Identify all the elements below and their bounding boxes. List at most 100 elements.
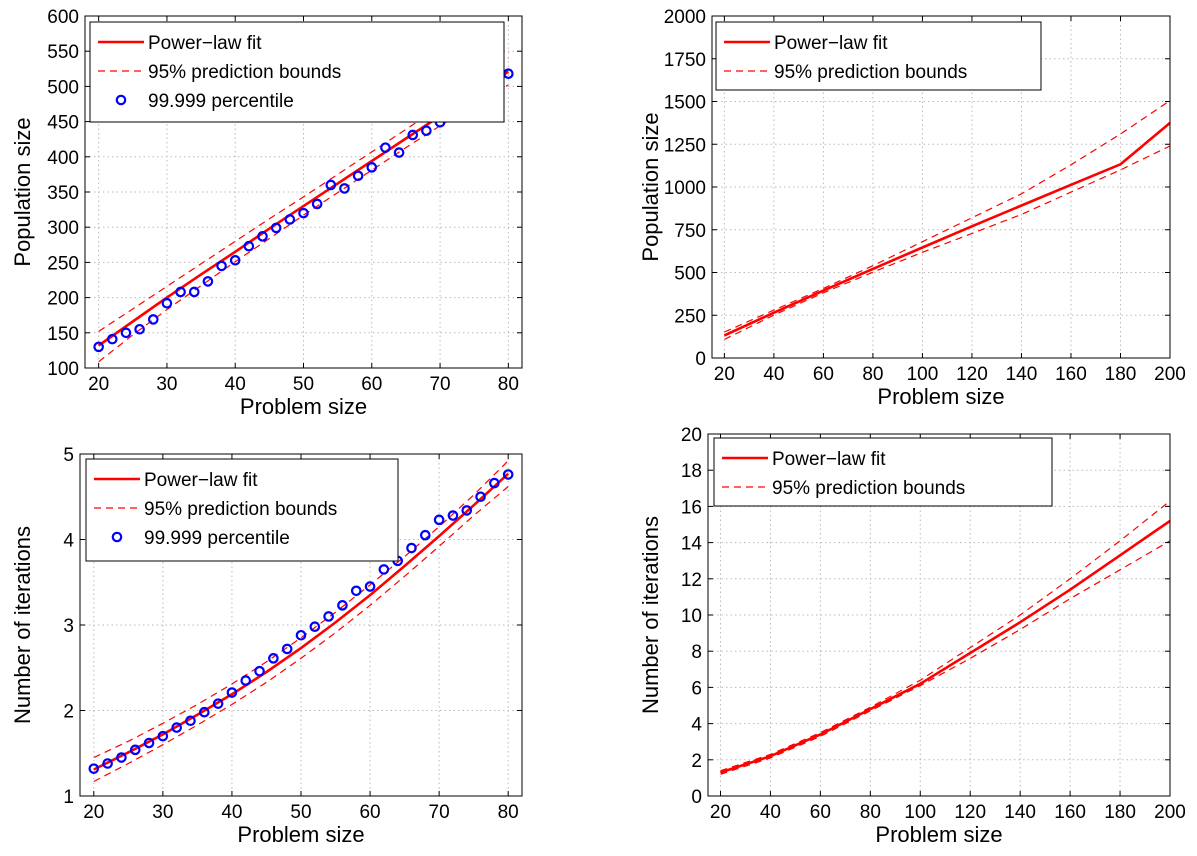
y-tick-label: 16 [681, 497, 702, 518]
data-point [337, 600, 348, 611]
x-tick-label: 120 [956, 364, 988, 385]
x-tick-label: 50 [290, 802, 311, 823]
y-tick-label: 500 [674, 264, 706, 285]
y-tick-label: 3 [63, 616, 74, 637]
data-point [393, 147, 405, 158]
y-tick-label: 450 [47, 113, 79, 134]
chart-population-large: 20 40 60 80 100 120 140 160 180 20002505007501000… [638, 7, 1186, 409]
y-tick-label: 4 [63, 531, 74, 552]
y-tick-label: 18 [681, 461, 702, 482]
legend-label: Power−law fit [774, 33, 888, 54]
x-tick-label: 40 [763, 364, 784, 385]
y-tick-label: 12 [681, 570, 702, 591]
legend: Power−law fit 95% prediction bounds 99.999… [89, 21, 505, 123]
grid [712, 16, 1170, 358]
legend-entry: Power−law fit [94, 470, 258, 491]
data-point [325, 179, 337, 191]
y-axis-ticks: 0 2 4 6 8 10 12 14 16 18 20 [681, 425, 1170, 808]
legend-label: 99.999 percentile [144, 528, 290, 549]
data-point [243, 240, 255, 252]
y-tick-label: 0 [691, 787, 702, 808]
series-percentile-points [88, 469, 514, 774]
y-axis-label: Population size [10, 117, 35, 266]
data-point [134, 323, 145, 335]
legend-label: Power−law fit [144, 470, 258, 491]
data-point [212, 698, 224, 709]
data-point [188, 286, 200, 298]
y-tick-label: 1500 [664, 93, 706, 114]
x-tick-label: 30 [156, 374, 177, 395]
data-point [380, 142, 391, 153]
x-tick-label: 100 [904, 802, 936, 823]
series-lower-bound [720, 540, 1171, 775]
legend-entry: 95% prediction bounds [724, 62, 967, 83]
x-tick-label: 40 [760, 802, 781, 823]
y-tick-label: 150 [47, 324, 79, 345]
legend-label: 95% prediction bounds [774, 62, 967, 83]
data-point [489, 477, 500, 489]
y-tick-label: 2000 [664, 7, 706, 28]
y-axis-ticks: 100 150 200 250 300 350 400 450 500 550 600 [47, 7, 522, 380]
x-axis-label: Problem size [237, 822, 364, 847]
legend: Power−law fit 95% prediction bounds [713, 437, 1053, 507]
x-axis-label: Problem size [875, 822, 1002, 847]
x-tick-label: 20 [83, 802, 104, 823]
x-tick-label: 80 [498, 802, 519, 823]
y-tick-label: 200 [47, 289, 79, 310]
legend-entry: 95% prediction bounds [722, 478, 965, 499]
y-tick-label: 2 [691, 751, 702, 772]
legend: Power−law fit 95% prediction bounds [715, 21, 1042, 91]
legend-label: Power−law fit [148, 33, 262, 54]
legend-box [715, 21, 1042, 91]
chart-iterations-small: 20 30 40 50 60 70 80 1 2 3 4 5 Problem size Number of… [10, 445, 523, 847]
data-point [161, 297, 173, 309]
data-point [364, 581, 376, 592]
data-point [268, 653, 279, 664]
legend: Power−law fit 95% prediction bounds 99.999… [85, 458, 399, 562]
x-tick-label: 20 [710, 802, 731, 823]
y-tick-label: 550 [47, 42, 79, 63]
y-tick-label: 2 [63, 702, 74, 723]
x-tick-label: 140 [1004, 802, 1036, 823]
legend-label: Power−law fit [772, 449, 886, 470]
x-tick-label: 80 [498, 374, 519, 395]
data-point [129, 744, 141, 756]
x-tick-label: 200 [1154, 802, 1186, 823]
legend-box [713, 437, 1053, 507]
data-point [116, 752, 127, 763]
x-tick-label: 60 [359, 802, 380, 823]
x-tick-label: 120 [954, 802, 986, 823]
y-tick-label: 1000 [664, 178, 706, 199]
series-power-law-fit [723, 121, 1171, 337]
data-point [270, 222, 282, 234]
x-tick-label: 20 [714, 364, 735, 385]
y-tick-label: 1250 [664, 135, 706, 156]
legend-box [89, 21, 505, 123]
legend-entry: 95% prediction bounds [94, 499, 337, 520]
data-point [88, 763, 100, 774]
y-tick-label: 100 [47, 359, 79, 380]
legend-entry: Power−law fit [724, 33, 888, 54]
grid [80, 454, 522, 796]
data-point [157, 730, 169, 742]
y-tick-label: 350 [47, 183, 79, 204]
data-point [143, 737, 155, 749]
data-point [352, 170, 364, 182]
y-tick-label: 1750 [664, 50, 706, 71]
y-tick-label: 250 [47, 253, 79, 274]
data-point [281, 643, 293, 655]
y-tick-label: 600 [47, 7, 79, 28]
y-tick-label: 10 [681, 606, 702, 627]
chart-population-small: 20 30 40 50 60 70 80 100 150 200 250 300 350 400 450 50… [10, 7, 523, 419]
data-point [339, 183, 350, 194]
data-point [216, 260, 227, 272]
data-point [502, 469, 514, 480]
y-axis-ticks: 1 2 3 4 5 [63, 445, 522, 808]
y-tick-label: 5 [63, 445, 74, 466]
x-axis-ticks: 20 40 60 80 100 120 140 160 180 200 [710, 434, 1186, 823]
series-lower-bound [724, 145, 1171, 340]
x-tick-label: 40 [221, 802, 242, 823]
x-tick-label: 20 [88, 374, 109, 395]
y-tick-label: 500 [47, 77, 79, 98]
